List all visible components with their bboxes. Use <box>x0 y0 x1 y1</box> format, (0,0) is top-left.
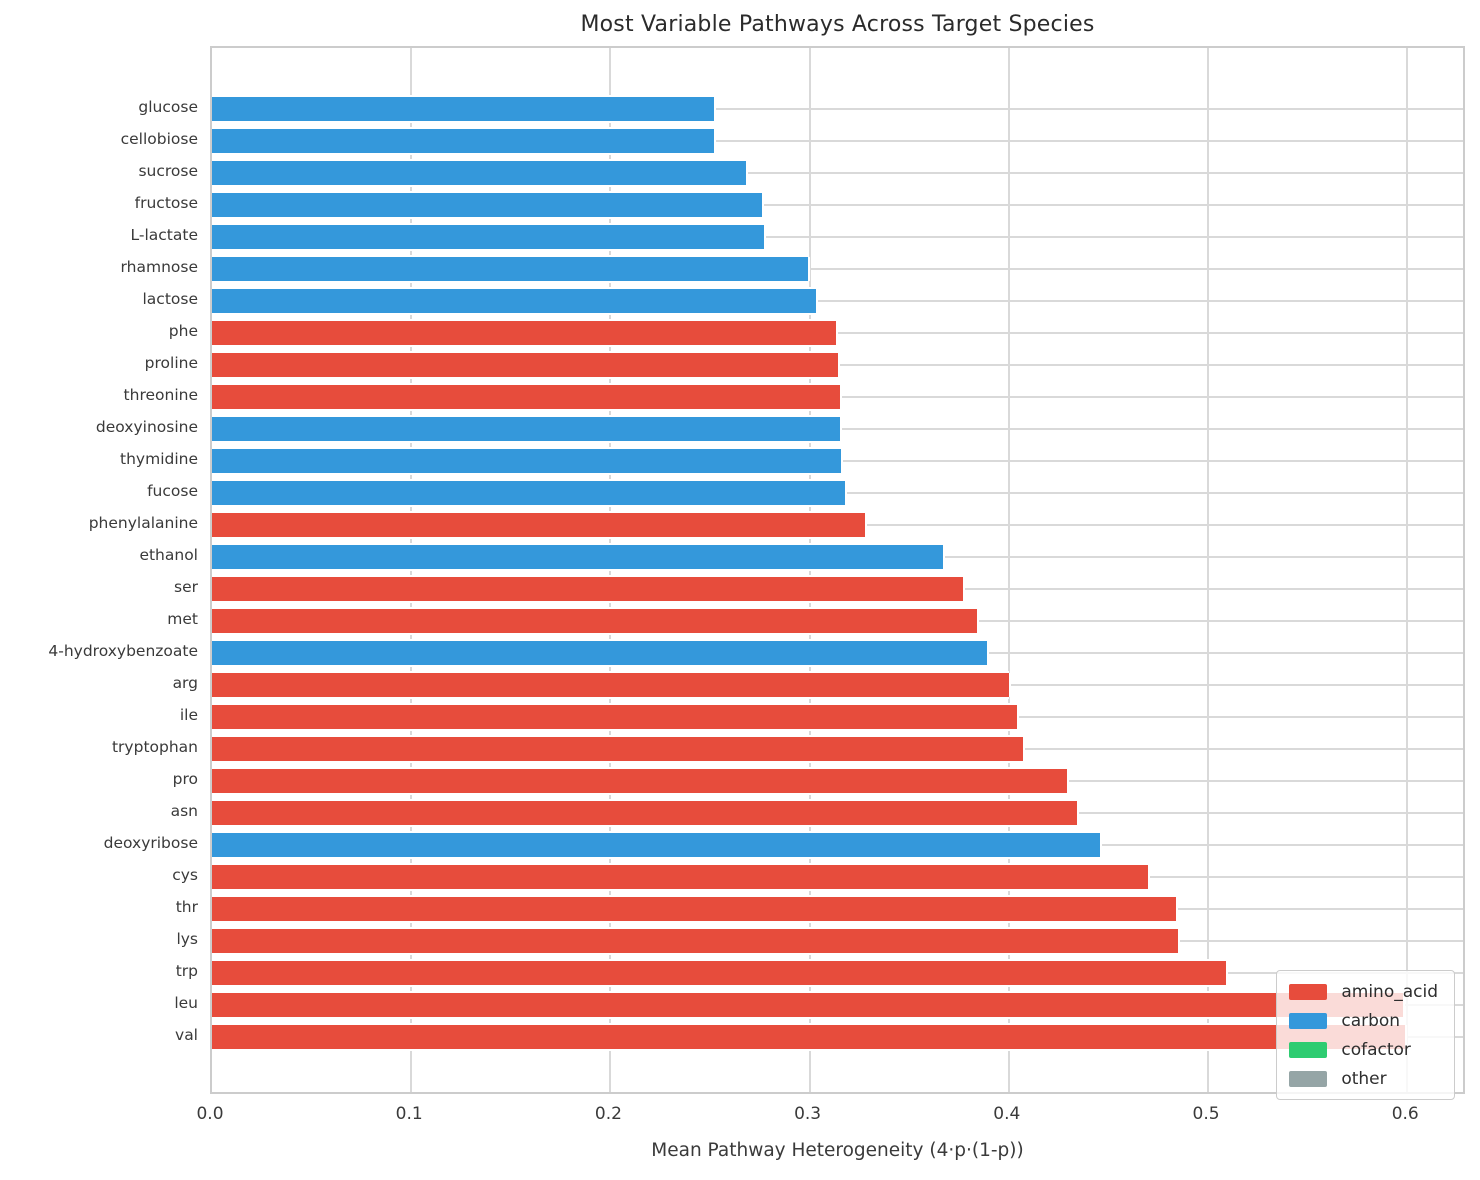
x-axis-label: Mean Pathway Heterogeneity (4·p·(1-p)) <box>651 1140 1024 1161</box>
x-tick-label: 0.5 <box>1192 1104 1220 1124</box>
y-tick-label: ethanol <box>139 546 198 564</box>
bar <box>212 577 963 601</box>
bar <box>212 545 944 569</box>
bar <box>212 481 846 505</box>
y-tick-label: glucose <box>138 98 198 116</box>
legend-swatch <box>1289 1070 1328 1087</box>
y-tick-label: proline <box>144 354 198 372</box>
vertical-gridline <box>609 48 612 1092</box>
legend-swatch <box>1289 983 1328 1000</box>
horizontal-gridline <box>212 140 1463 142</box>
x-tick-label: 0.3 <box>794 1104 822 1124</box>
horizontal-gridline <box>212 332 1463 334</box>
bar <box>212 897 1177 921</box>
bar <box>212 705 1017 729</box>
x-tick-label: 0.6 <box>1391 1104 1419 1124</box>
bar <box>212 929 1179 953</box>
y-tick-label: met <box>167 610 198 628</box>
y-tick-label: lactose <box>142 290 199 308</box>
legend-label: carbon <box>1341 1010 1401 1031</box>
x-tick-label: 0.1 <box>395 1104 423 1124</box>
y-tick-label: asn <box>170 802 198 820</box>
bar <box>212 993 1404 1017</box>
y-tick-label: threonine <box>123 386 198 404</box>
bar <box>212 321 836 345</box>
y-tick-label: phenylalanine <box>88 514 198 532</box>
bar <box>212 737 1023 761</box>
y-tick-label: trp <box>175 962 198 980</box>
y-tick-label: lys <box>176 930 198 948</box>
bar <box>212 129 714 153</box>
horizontal-gridline <box>212 172 1463 174</box>
legend-item: carbon <box>1277 1006 1438 1035</box>
legend-item: amino_acid <box>1277 977 1438 1006</box>
bar <box>212 1025 1406 1049</box>
bar <box>212 353 838 377</box>
y-tick-label: L-lactate <box>130 226 198 244</box>
bar <box>212 289 816 313</box>
bar <box>212 385 840 409</box>
horizontal-gridline <box>212 108 1463 110</box>
legend-label: amino_acid <box>1341 981 1438 1002</box>
y-tick-label: cellobiose <box>120 130 198 148</box>
y-tick-label: thr <box>175 898 198 916</box>
y-tick-label: ile <box>179 706 198 724</box>
horizontal-gridline <box>212 300 1463 302</box>
y-tick-label: thymidine <box>120 450 198 468</box>
legend-label: cofactor <box>1341 1039 1411 1060</box>
bar <box>212 769 1067 793</box>
bar <box>212 97 714 121</box>
vertical-gridline <box>808 48 811 1092</box>
y-tick-label: pro <box>172 770 198 788</box>
horizontal-gridline <box>212 204 1463 206</box>
bar <box>212 673 1009 697</box>
y-tick-label: sucrose <box>138 162 198 180</box>
bar <box>212 417 840 441</box>
y-tick-label: deoxyinosine <box>95 418 198 436</box>
y-tick-label: fucose <box>147 482 198 500</box>
bar <box>212 193 762 217</box>
y-tick-label: fructose <box>134 194 198 212</box>
bar <box>212 833 1101 857</box>
bar <box>212 513 866 537</box>
legend-label: other <box>1341 1068 1387 1089</box>
bar <box>212 161 746 185</box>
bar <box>212 449 842 473</box>
y-tick-label: rhamnose <box>120 258 198 276</box>
bar <box>212 961 1226 985</box>
bar <box>212 609 977 633</box>
horizontal-gridline <box>212 268 1463 270</box>
legend-item: other <box>1277 1064 1438 1093</box>
x-tick-label: 0.0 <box>196 1104 224 1124</box>
horizontal-gridline <box>212 364 1463 366</box>
x-tick-label: 0.4 <box>993 1104 1021 1124</box>
y-tick-label: ser <box>174 578 198 596</box>
bar <box>212 801 1077 825</box>
legend-swatch <box>1289 1012 1328 1029</box>
chart-title: Most Variable Pathways Across Target Spe… <box>580 12 1095 37</box>
bar <box>212 641 987 665</box>
legend-swatch <box>1289 1041 1328 1058</box>
y-tick-label: deoxyribose <box>103 834 198 852</box>
y-tick-label: phe <box>168 322 198 340</box>
horizontal-gridline <box>212 236 1463 238</box>
vertical-gridline <box>410 48 413 1092</box>
vertical-gridline <box>1406 48 1409 1092</box>
y-tick-label: 4-hydroxybenzoate <box>48 642 198 660</box>
y-tick-label: val <box>175 1026 198 1044</box>
vertical-gridline <box>1207 48 1210 1092</box>
y-tick-label: tryptophan <box>111 738 198 756</box>
bar <box>212 865 1149 889</box>
y-tick-label: cys <box>172 866 198 884</box>
x-tick-label: 0.2 <box>594 1104 622 1124</box>
bar <box>212 257 808 281</box>
vertical-gridline <box>1007 48 1010 1092</box>
y-tick-label: arg <box>172 674 198 692</box>
bar <box>212 225 764 249</box>
legend-item: cofactor <box>1277 1035 1438 1064</box>
y-tick-label: leu <box>174 994 198 1012</box>
